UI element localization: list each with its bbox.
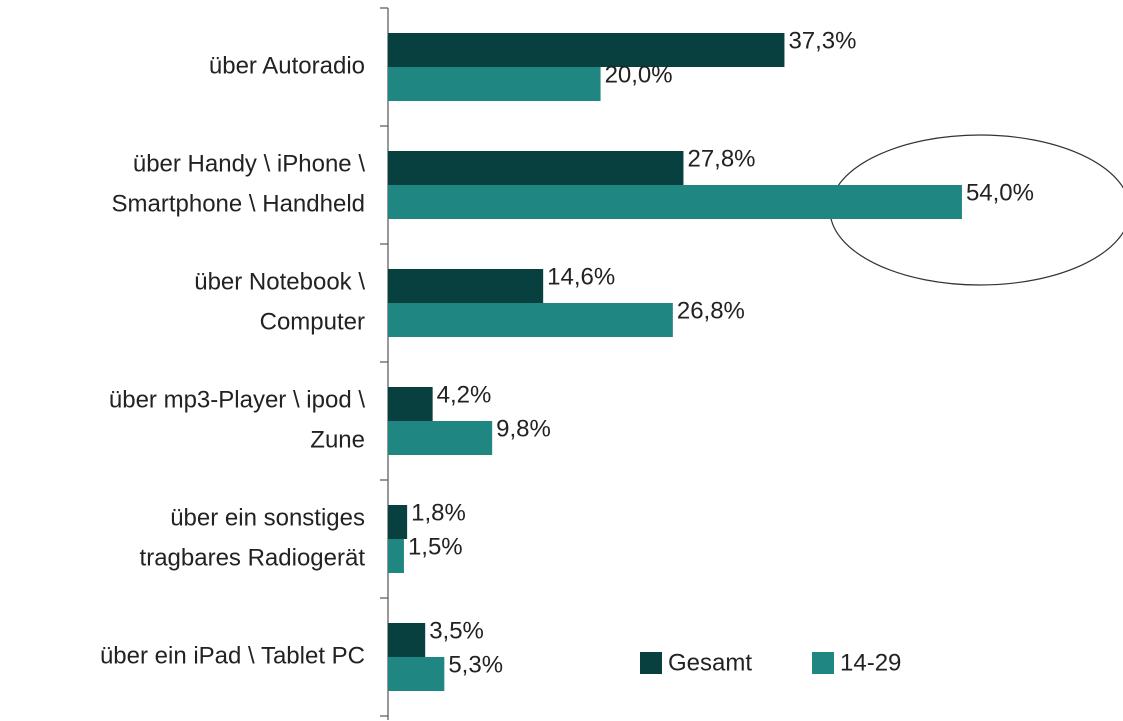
bar <box>388 505 408 539</box>
category-label: über mp3-Player \ ipod \ <box>109 386 365 413</box>
bar <box>388 387 433 421</box>
bar <box>388 151 684 185</box>
category-label: über Notebook \ <box>194 268 365 295</box>
value-label: 5,3% <box>448 651 503 678</box>
bar <box>388 623 426 657</box>
bar <box>388 185 962 219</box>
legend-swatch <box>812 652 834 674</box>
legend-swatch <box>640 652 662 674</box>
category-label: über Handy \ iPhone \ <box>133 150 365 177</box>
bar <box>388 303 673 337</box>
value-label: 14,6% <box>547 263 615 290</box>
bar <box>388 269 544 303</box>
bar <box>388 33 785 67</box>
category-label: über ein sonstiges <box>170 504 365 531</box>
legend-label: 14-29 <box>840 649 901 676</box>
value-label: 37,3% <box>788 27 856 54</box>
value-label: 1,5% <box>408 533 463 560</box>
bar <box>388 657 445 691</box>
value-label: 20,0% <box>605 61 673 88</box>
category-label: über ein iPad \ Tablet PC <box>100 642 365 669</box>
category-label: Computer <box>260 308 365 335</box>
value-label: 4,2% <box>437 381 492 408</box>
category-label: tragbares Radiogerät <box>140 544 366 571</box>
value-label: 54,0% <box>966 179 1034 206</box>
category-label: Zune <box>310 426 365 453</box>
legend-label: Gesamt <box>668 649 752 676</box>
bar <box>388 67 601 101</box>
category-label: Smartphone \ Handheld <box>112 190 366 217</box>
category-label: über Autoradio <box>209 52 365 79</box>
value-label: 26,8% <box>677 297 745 324</box>
bar <box>388 539 404 573</box>
value-label: 1,8% <box>411 499 466 526</box>
value-label: 27,8% <box>687 145 755 172</box>
value-label: 3,5% <box>429 617 484 644</box>
value-label: 9,8% <box>496 415 551 442</box>
bar <box>388 421 493 455</box>
